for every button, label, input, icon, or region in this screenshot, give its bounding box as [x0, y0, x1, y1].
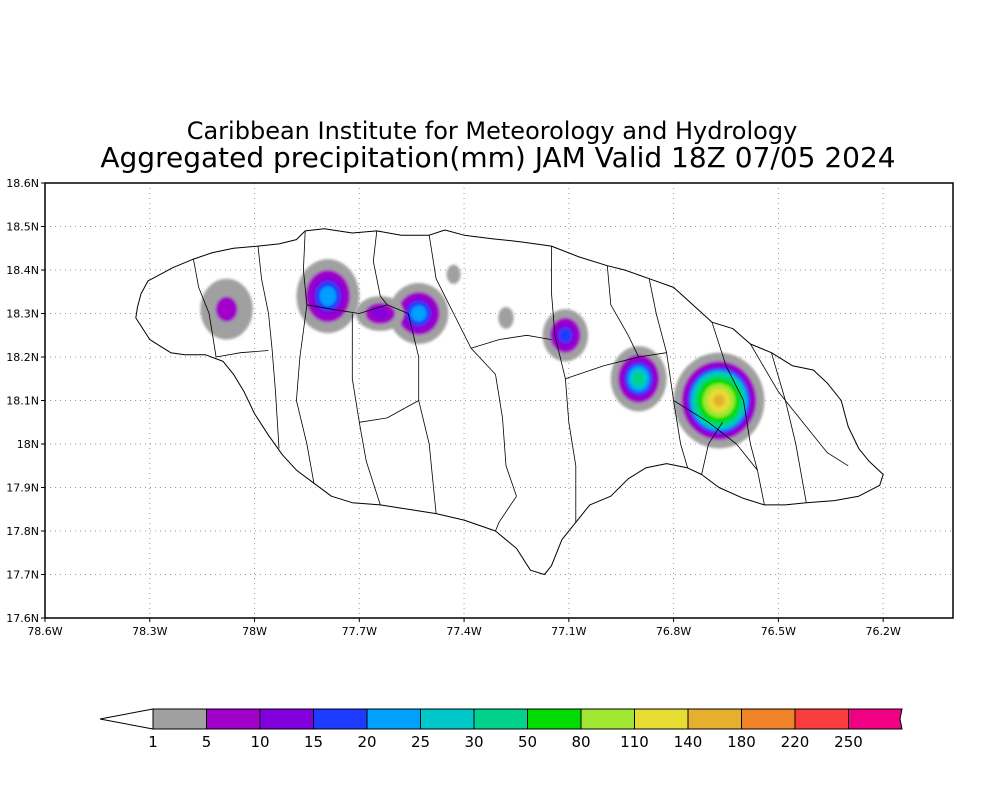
jamaica-coastline — [135, 228, 884, 575]
parish-boundaries — [193, 230, 849, 532]
colorbar-label: 110 — [620, 733, 649, 751]
x-tick-label: 78W — [242, 625, 267, 638]
colorbar-segment — [420, 708, 475, 730]
precip-cell — [296, 259, 360, 334]
parish-boundary — [673, 400, 765, 505]
colorbar-label: 180 — [727, 733, 756, 751]
y-tick-label: 18.5N — [6, 221, 39, 234]
parish-boundary — [372, 230, 388, 306]
parish-boundary — [495, 374, 517, 497]
precip-contour — [558, 327, 572, 343]
x-tick-label: 78.3W — [132, 625, 167, 638]
colorbar-label: 5 — [202, 733, 212, 751]
y-tick-label: 17.9N — [6, 482, 39, 495]
precip-contour — [215, 296, 238, 322]
colorbar-label: 220 — [781, 733, 810, 751]
parish-boundary — [495, 495, 517, 532]
parish-boundary — [470, 334, 552, 349]
colorbar-label: 10 — [250, 733, 269, 751]
parish-boundary — [771, 352, 807, 503]
precip-contour — [498, 306, 514, 329]
precip-cell — [388, 283, 449, 344]
colorbar-segment — [473, 708, 528, 730]
precip-cell — [542, 309, 589, 362]
parish-boundary — [359, 400, 419, 423]
precip-contour — [372, 307, 389, 320]
colorbar-segment — [634, 708, 689, 730]
title-line-2: Aggregated precipitation(mm) JAM Valid 1… — [100, 141, 895, 174]
colorbar-segment — [366, 708, 421, 730]
longitude-axis: 78.6W 78.3W 78W 77.7W 77.4W 77.1W 76.8W 76.5W 76… — [27, 618, 901, 638]
title-line-1: Caribbean Institute for Meteorology and … — [187, 117, 798, 145]
colorbar-segment — [580, 708, 635, 730]
colorbar-segment — [794, 708, 849, 730]
precip-contour — [632, 371, 645, 386]
colorbar-label: 30 — [464, 733, 483, 751]
parish-boundary — [701, 422, 723, 475]
y-tick-label: 18N — [17, 438, 39, 451]
precip-cell — [446, 264, 461, 284]
parish-boundary — [711, 322, 758, 471]
colorbar-label: 15 — [304, 733, 323, 751]
parish-boundary — [306, 304, 409, 314]
precip-cell — [673, 352, 765, 449]
precip-contour — [446, 264, 461, 284]
colorbar-label: 140 — [674, 733, 703, 751]
y-tick-label: 18.6N — [6, 177, 39, 190]
precip-contour — [713, 394, 725, 407]
y-tick-label: 18.1N — [6, 395, 39, 408]
y-tick-label: 18.3N — [6, 308, 39, 321]
colorbar-segment — [259, 708, 314, 730]
x-tick-label: 77.1W — [551, 625, 586, 638]
colorbar-segment — [741, 708, 796, 730]
map-frame — [44, 182, 954, 619]
colorbar-segment — [687, 708, 742, 730]
colorbar-label: 20 — [357, 733, 376, 751]
y-tick-label: 17.8N — [6, 525, 39, 538]
colorbar-segment — [527, 708, 582, 730]
colorbar-label: 50 — [518, 733, 537, 751]
parish-boundary — [351, 313, 381, 506]
colorbar-label: 80 — [571, 733, 590, 751]
colorbar-label: 25 — [411, 733, 430, 751]
precip-cell — [200, 278, 253, 340]
colorbar-segment — [313, 708, 368, 730]
y-tick-label: 17.6N — [6, 612, 39, 625]
precipitation-colorbar: 1 5 10 15 20 25 30 50 80 110 140 180 220 250 — [99, 708, 903, 751]
parish-boundary — [295, 230, 315, 484]
x-tick-label: 78.6W — [27, 625, 62, 638]
latitude-axis: 18.6N 18.5N 18.4N 18.3N 18.2N 18.1N 18N 17.9N 17… — [6, 177, 45, 625]
parish-boundary — [750, 343, 849, 467]
precip-cell — [498, 306, 514, 329]
precip-contour — [410, 305, 427, 322]
parish-boundary — [428, 235, 496, 375]
precipitation-field — [200, 259, 765, 449]
map-gridlines — [45, 183, 953, 618]
y-tick-label: 18.2N — [6, 351, 39, 364]
precip-contour — [319, 286, 337, 306]
colorbar-segment — [152, 708, 207, 730]
x-tick-label: 76.5W — [761, 625, 796, 638]
parish-boundary — [193, 259, 217, 358]
colorbar-over-segment — [848, 708, 903, 730]
x-tick-label: 77.7W — [342, 625, 377, 638]
colorbar-under-triangle — [99, 708, 154, 730]
parish-boundary — [257, 246, 280, 449]
x-tick-label: 76.8W — [656, 625, 691, 638]
parish-boundary — [606, 265, 640, 358]
x-tick-label: 77.4W — [446, 625, 481, 638]
y-tick-label: 17.7N — [6, 569, 39, 582]
colorbar-segment — [206, 708, 261, 730]
precip-cell — [355, 296, 405, 331]
parish-boundary — [565, 352, 667, 380]
y-tick-label: 18.4N — [6, 264, 39, 277]
colorbar-label: 250 — [834, 733, 863, 751]
colorbar-label: 1 — [148, 733, 158, 751]
parish-boundary — [551, 246, 577, 523]
x-tick-label: 76.2W — [865, 625, 900, 638]
parish-boundary — [648, 278, 688, 469]
parish-boundary — [216, 350, 269, 358]
precip-cell — [610, 346, 667, 412]
